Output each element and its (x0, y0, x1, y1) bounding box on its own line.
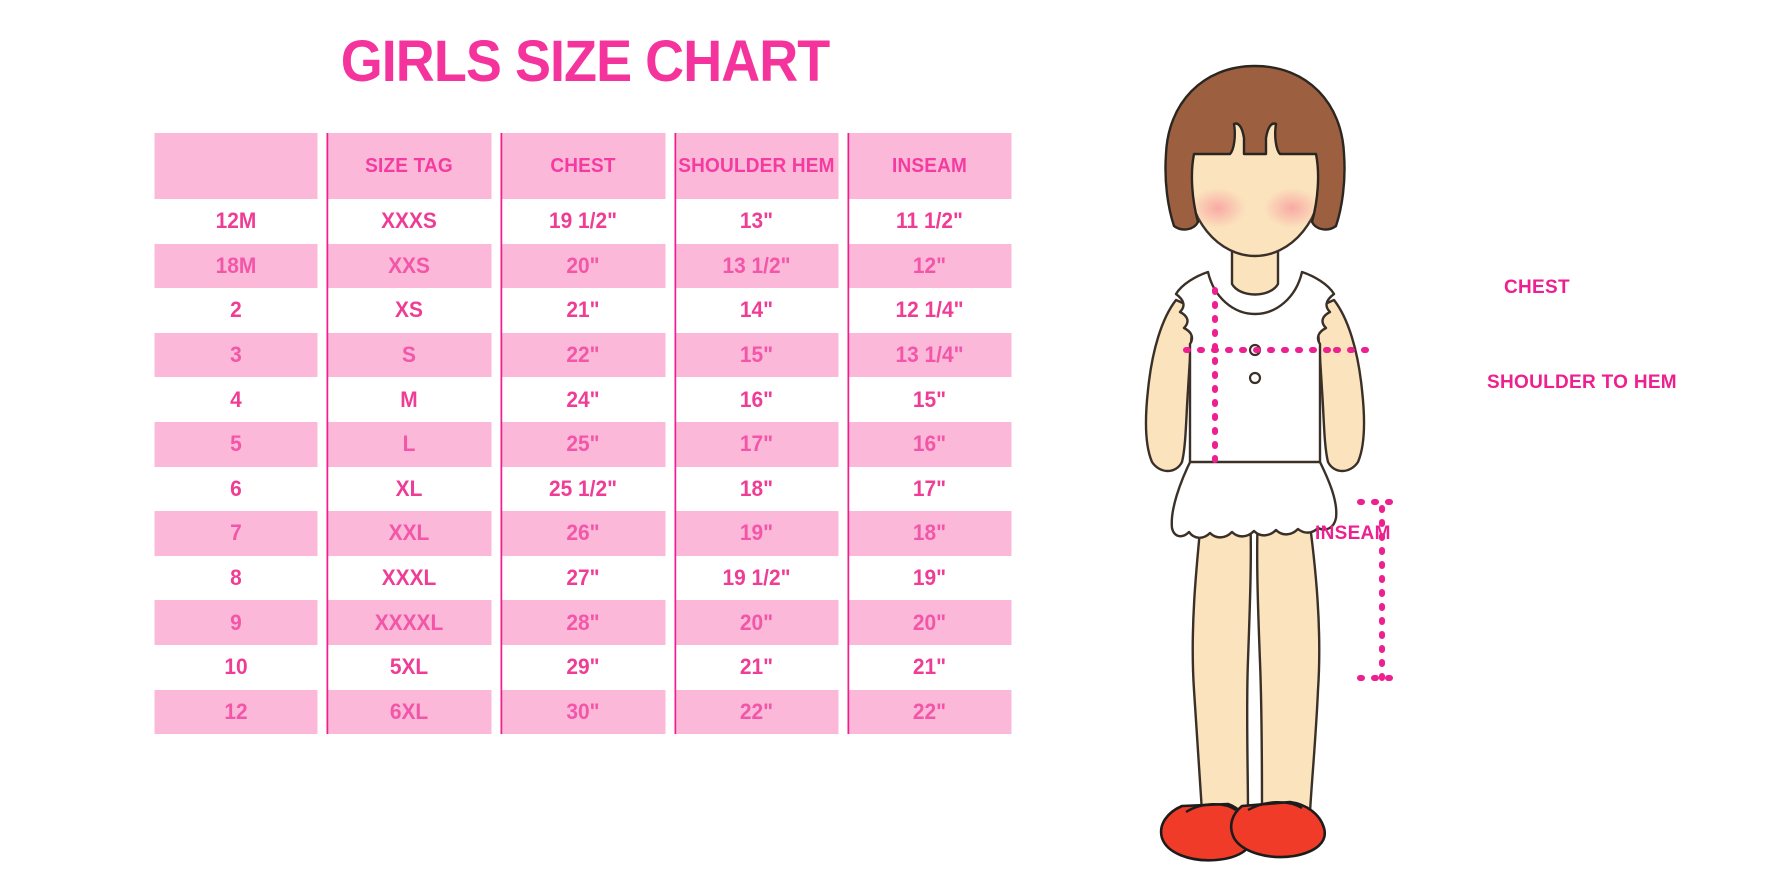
cell-size-tag: S (326, 332, 492, 378)
cell-inseam: 17" (847, 466, 1012, 512)
cell-size-tag: XXXS (326, 199, 492, 244)
cell-shoulder-hem: 13 1/2" (674, 243, 839, 289)
cell-size-tag: XS (326, 288, 492, 333)
cell-shoulder-hem: 18" (674, 466, 839, 512)
cell-size-tag: M (326, 377, 492, 422)
cell-size-tag: 6XL (326, 689, 492, 735)
cell-chest: 27" (500, 555, 666, 601)
cell-size: 6 (154, 466, 318, 512)
table-header-row: SIZE TAG CHEST SHOULDER HEM INSEAM (150, 133, 1016, 199)
cell-chest: 20" (500, 243, 666, 289)
table-row: 3 S 22" 15" 13 1/4" (150, 332, 1016, 378)
cell-chest: 25" (500, 421, 666, 467)
girl-illustration (1090, 50, 1470, 870)
cell-shoulder-hem: 19 1/2" (674, 555, 839, 601)
cell-chest: 19 1/2" (500, 199, 666, 244)
cell-inseam: 13 1/4" (847, 332, 1012, 378)
cell-size: 8 (154, 555, 318, 601)
shoes (1159, 800, 1327, 862)
cell-size-tag: XXXXL (326, 600, 492, 645)
cell-shoulder-hem: 22" (674, 689, 839, 735)
cell-inseam: 20" (847, 600, 1012, 645)
table-row: 8 XXXL 27" 19 1/2" 19" (150, 555, 1016, 601)
cell-size: 12M (154, 199, 318, 244)
table-row: 18M XXS 20" 13 1/2" 12" (150, 243, 1016, 289)
cell-inseam: 22" (847, 689, 1012, 735)
cell-shoulder-hem: 13" (674, 199, 839, 244)
cell-inseam: 12 1/4" (847, 288, 1012, 333)
cell-shoulder-hem: 21" (674, 644, 839, 690)
cell-chest: 29" (500, 644, 666, 690)
cell-chest: 21" (500, 288, 666, 333)
cell-size: 9 (154, 600, 318, 645)
cell-inseam: 18" (847, 511, 1012, 556)
cell-size-tag: L (326, 421, 492, 467)
cell-inseam: 16" (847, 421, 1012, 467)
size-chart-table: SIZE TAG CHEST SHOULDER HEM INSEAM 12M XX… (150, 133, 1016, 735)
cell-shoulder-hem: 15" (674, 332, 839, 378)
cell-chest: 26" (500, 511, 666, 556)
girl-figure-svg (1144, 64, 1405, 862)
cell-inseam: 15" (847, 377, 1012, 422)
table-row: 6 XL 25 1/2" 18" 17" (150, 466, 1016, 512)
cell-size: 7 (154, 511, 318, 556)
table-row: 12M XXXS 19 1/2" 13" 11 1/2" (150, 199, 1016, 244)
column-header-inseam: INSEAM (847, 133, 1012, 199)
cell-size: 3 (154, 332, 318, 378)
column-header-size (154, 133, 318, 199)
skirt (1170, 456, 1338, 539)
measurement-guides (1183, 287, 1405, 681)
label-chest: CHEST (1504, 277, 1570, 298)
cell-size-tag: XXXL (326, 555, 492, 601)
cell-size-tag: XXS (326, 243, 492, 289)
cell-inseam: 12" (847, 243, 1012, 289)
cell-size: 10 (154, 644, 318, 690)
label-shoulder-to-hem: SHOULDER TO HEM (1487, 372, 1677, 393)
table-row: 5 L 25" 17" 16" (150, 421, 1016, 467)
table-row: 9 XXXXL 28" 20" 20" (150, 600, 1016, 645)
table-row: 7 XXL 26" 19" 18" (150, 511, 1016, 556)
table-row: 10 5XL 29" 21" 21" (150, 644, 1016, 690)
label-inseam: INSEAM (1315, 523, 1391, 544)
cell-chest: 30" (500, 689, 666, 735)
cell-size-tag: XL (326, 466, 492, 512)
column-header-chest: CHEST (500, 133, 666, 199)
cell-inseam: 11 1/2" (847, 199, 1012, 244)
cell-size-tag: XXL (326, 511, 492, 556)
legs (1191, 508, 1321, 814)
cell-size: 4 (154, 377, 318, 422)
cell-inseam: 19" (847, 555, 1012, 601)
cell-chest: 22" (500, 332, 666, 378)
page-title: GIRLS SIZE CHART (340, 29, 830, 94)
cell-shoulder-hem: 17" (674, 421, 839, 467)
top-blouse (1174, 270, 1336, 464)
column-header-size-tag: SIZE TAG (326, 133, 492, 199)
cell-size-tag: 5XL (326, 644, 492, 690)
cell-size: 12 (154, 689, 318, 735)
cell-size: 18M (154, 243, 318, 289)
cell-chest: 28" (500, 600, 666, 645)
cell-size: 5 (154, 421, 318, 467)
table-row: 4 M 24" 16" 15" (150, 377, 1016, 422)
cell-shoulder-hem: 20" (674, 600, 839, 645)
head (1164, 64, 1346, 296)
cell-chest: 24" (500, 377, 666, 422)
cell-chest: 25 1/2" (500, 466, 666, 512)
column-header-shoulder-hem: SHOULDER HEM (674, 133, 839, 199)
cell-shoulder-hem: 19" (674, 511, 839, 556)
cell-inseam: 21" (847, 644, 1012, 690)
cell-size: 2 (154, 288, 318, 333)
table-row: 12 6XL 30" 22" 22" (150, 689, 1016, 735)
cell-shoulder-hem: 16" (674, 377, 839, 422)
cell-shoulder-hem: 14" (674, 288, 839, 333)
table-row: 2 XS 21" 14" 12 1/4" (150, 288, 1016, 333)
